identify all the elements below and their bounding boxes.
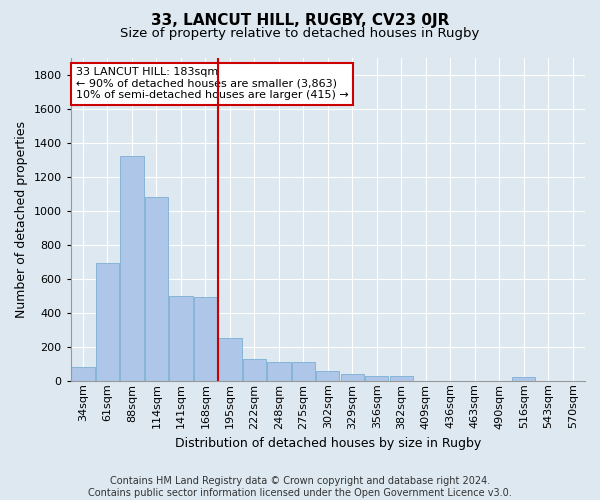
Bar (316, 370, 340, 381)
X-axis label: Distribution of detached houses by size in Rugby: Distribution of detached houses by size … (175, 437, 481, 450)
Bar (218, 338, 242, 381)
Bar (389, 376, 413, 381)
Text: Contains HM Land Registry data © Crown copyright and database right 2024.
Contai: Contains HM Land Registry data © Crown c… (88, 476, 512, 498)
Bar (341, 374, 364, 381)
Bar (194, 298, 217, 381)
Y-axis label: Number of detached properties: Number of detached properties (15, 120, 28, 318)
Bar (121, 156, 143, 381)
Bar (243, 358, 266, 381)
Bar (512, 376, 535, 381)
Text: 33, LANCUT HILL, RUGBY, CV23 0JR: 33, LANCUT HILL, RUGBY, CV23 0JR (151, 12, 449, 28)
Bar (365, 376, 388, 381)
Bar (71, 367, 95, 381)
Text: Size of property relative to detached houses in Rugby: Size of property relative to detached ho… (121, 28, 479, 40)
Bar (145, 197, 168, 381)
Bar (169, 296, 193, 381)
Bar (292, 362, 315, 381)
Text: 33 LANCUT HILL: 183sqm
← 90% of detached houses are smaller (3,863)
10% of semi-: 33 LANCUT HILL: 183sqm ← 90% of detached… (76, 67, 349, 100)
Bar (96, 264, 119, 381)
Bar (267, 362, 290, 381)
